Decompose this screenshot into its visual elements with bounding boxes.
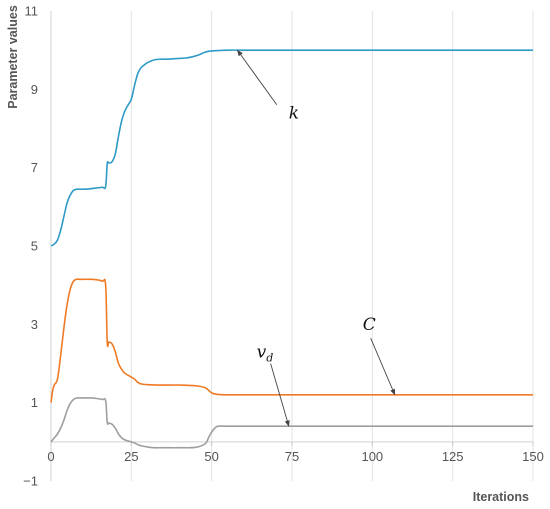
y-tick-label: −1 xyxy=(23,474,38,489)
y-tick-label: 7 xyxy=(31,160,38,175)
x-tick-label: 125 xyxy=(442,449,464,464)
annotation-subscript-vd: d xyxy=(266,352,273,365)
y-tick-label: 3 xyxy=(31,317,38,332)
annotation-label-C: C xyxy=(363,315,376,335)
y-tick-label: 9 xyxy=(31,82,38,97)
series-lines xyxy=(50,49,533,449)
annotations: k Cvd xyxy=(237,49,396,427)
x-tick-label: 50 xyxy=(204,449,218,464)
series-line-C xyxy=(50,278,533,403)
annotation-arrow-C xyxy=(370,338,396,396)
y-tick-label: 1 xyxy=(31,395,38,410)
x-tick-label: 0 xyxy=(47,449,54,464)
x-tick-label: 75 xyxy=(285,449,299,464)
x-axis-title: Iterations xyxy=(473,490,529,504)
x-tick-label: 100 xyxy=(361,449,383,464)
annotation-arrow-vd xyxy=(270,363,290,427)
y-axis-title: Parameter values xyxy=(6,5,20,109)
annotation-label-k: k xyxy=(289,104,299,124)
series-line-k xyxy=(50,49,533,247)
axes: −1 1 3 5 7 9 11 0 25 50 75 100 125 150 xyxy=(23,4,544,489)
y-tick-label: 11 xyxy=(25,4,39,19)
annotation-arrow-k xyxy=(237,49,278,105)
x-tick-label: 25 xyxy=(124,449,138,464)
y-tick-label: 5 xyxy=(31,239,38,254)
x-tick-label: 150 xyxy=(522,449,544,464)
gridlines xyxy=(130,11,534,481)
series-line-vd xyxy=(50,397,533,449)
annotation-label-vd: vd xyxy=(257,343,274,365)
